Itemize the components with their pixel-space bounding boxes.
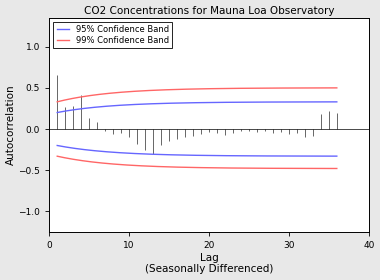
Legend: 95% Confidence Band, 99% Confidence Band: 95% Confidence Band, 99% Confidence Band <box>54 22 173 48</box>
Title: CO2 Concentrations for Mauna Loa Observatory: CO2 Concentrations for Mauna Loa Observa… <box>84 6 334 16</box>
X-axis label: Lag
(Seasonally Differenced): Lag (Seasonally Differenced) <box>145 253 273 274</box>
Y-axis label: Autocorrelation: Autocorrelation <box>6 85 16 165</box>
